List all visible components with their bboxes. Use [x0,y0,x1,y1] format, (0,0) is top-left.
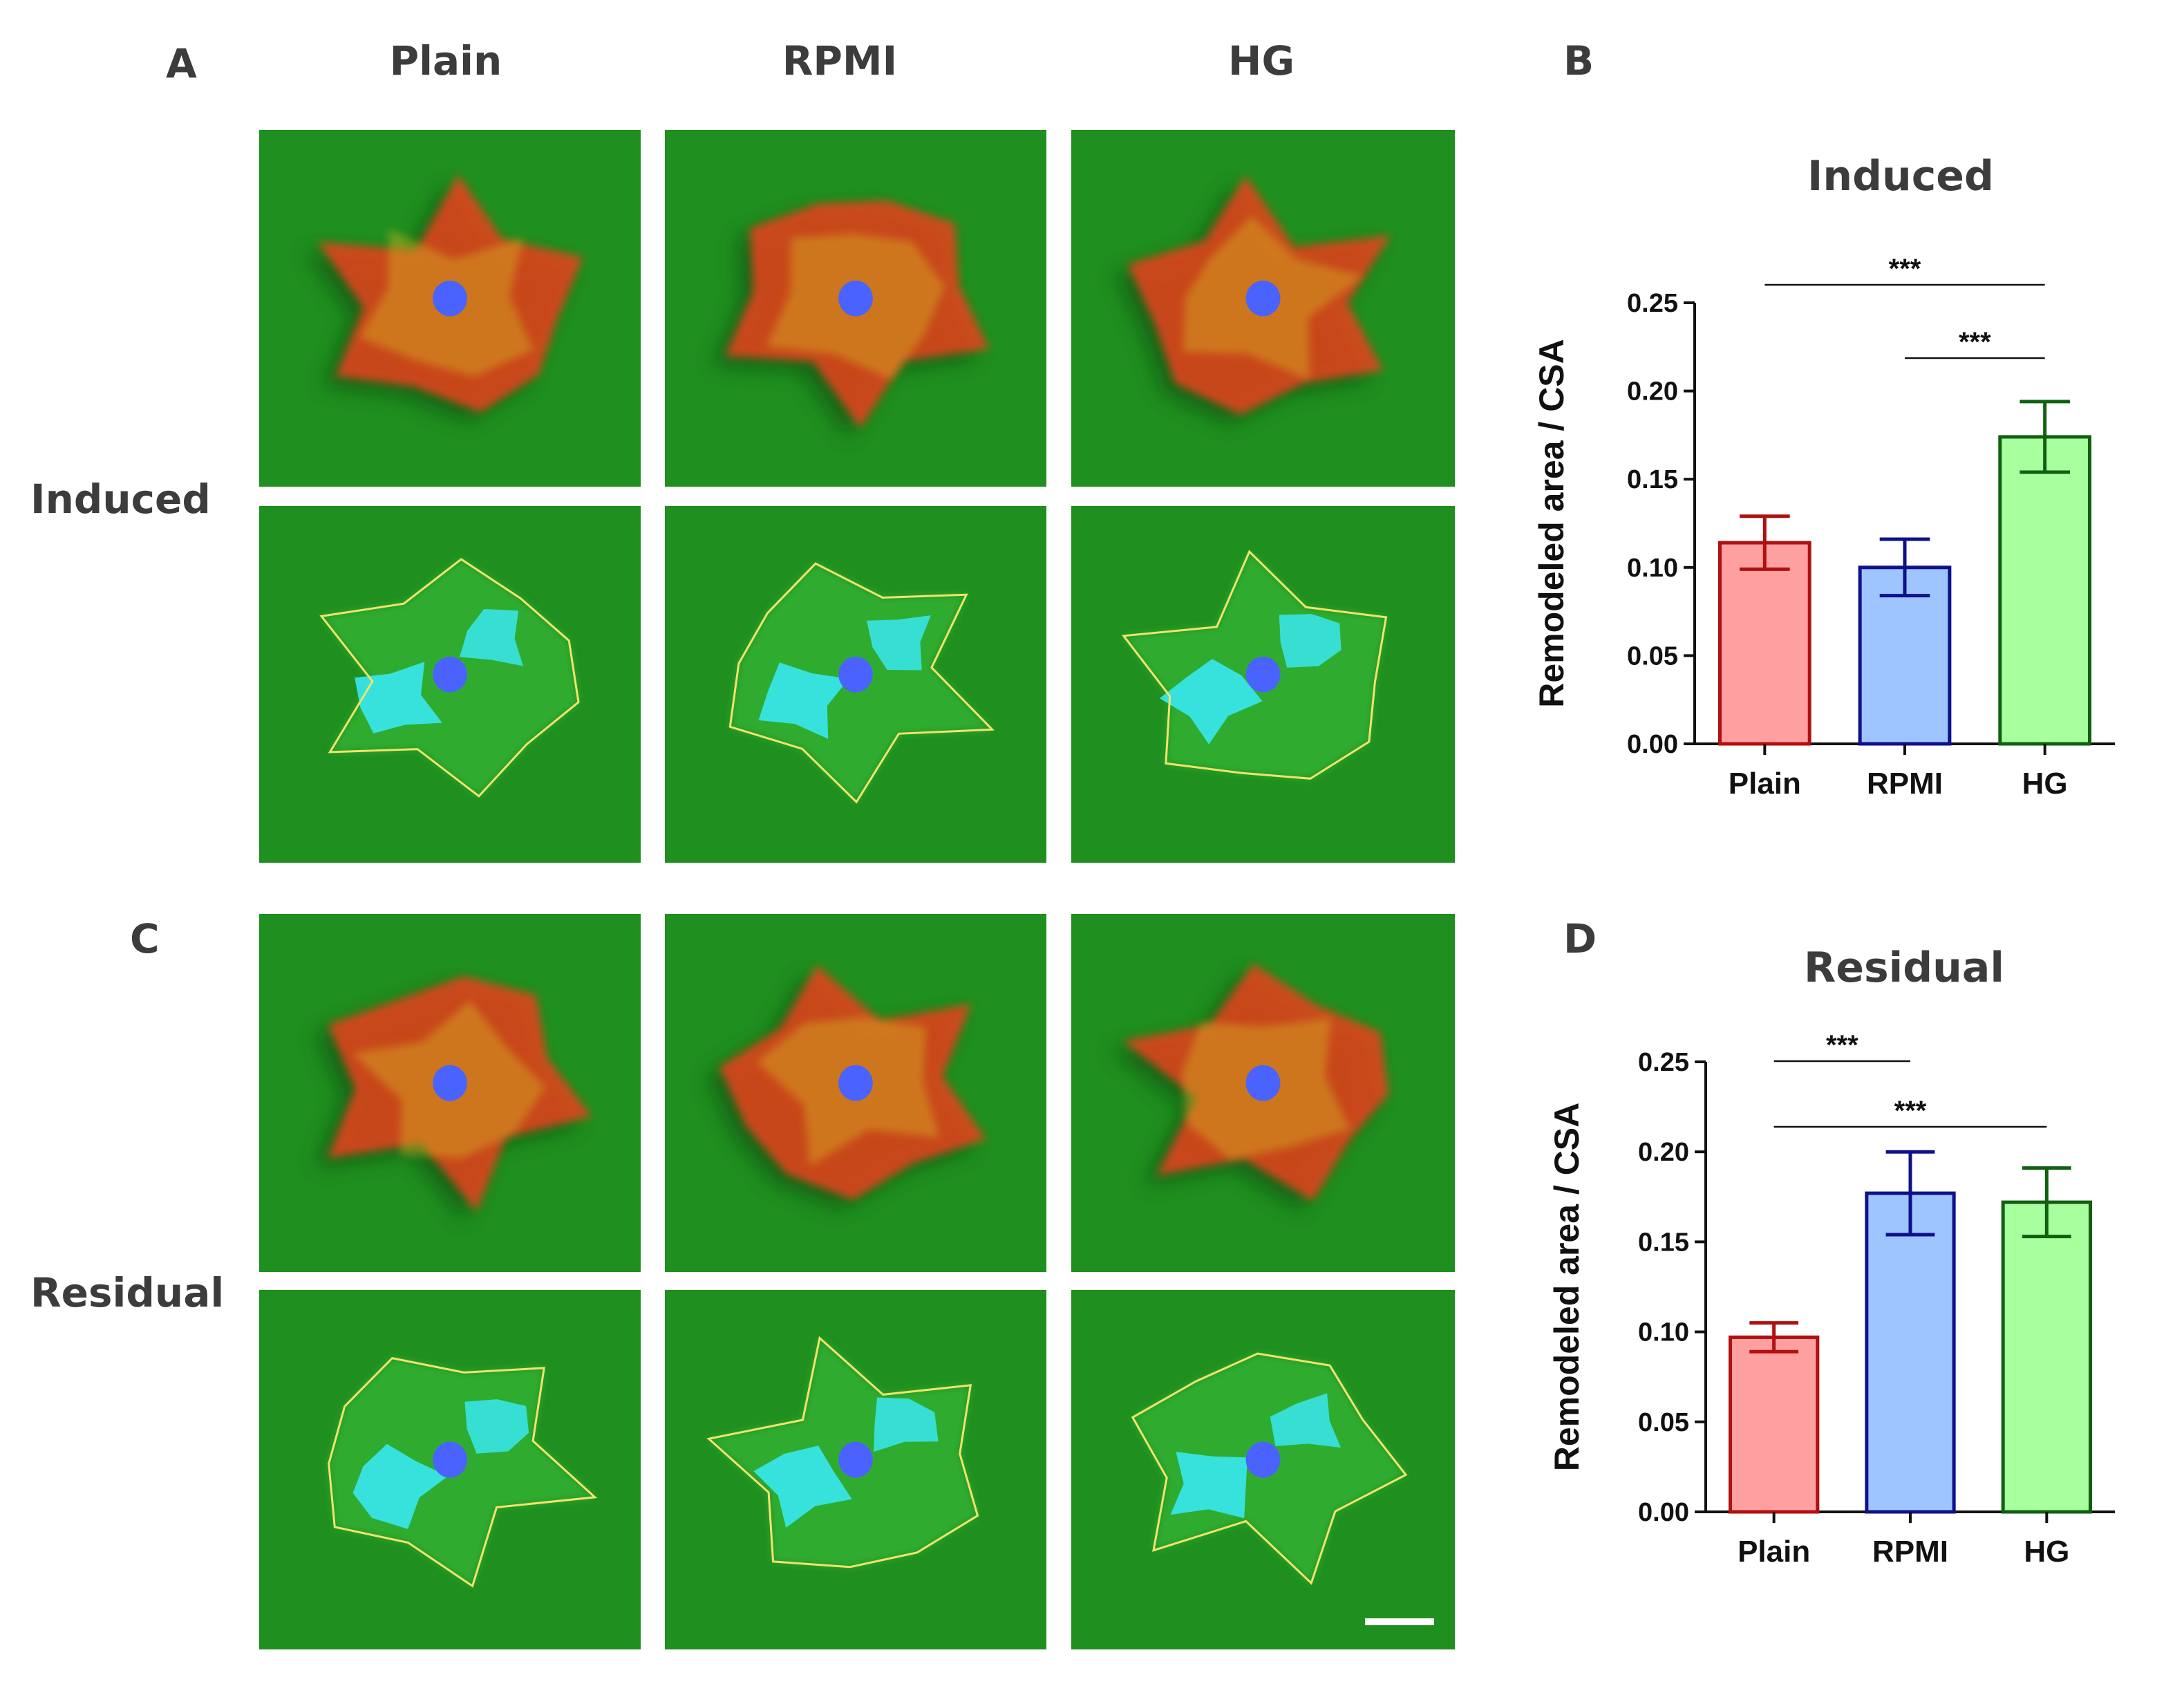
y-tick-label: 0.05 [1627,642,1678,671]
y-axis-label: Remodeled area / CSA [1547,1103,1586,1472]
micrograph-residual-stained-rpmi [665,914,1046,1272]
row-header-induced: Induced [30,476,211,523]
chart-title: Residual [1804,944,2004,992]
micrograph-induced-stained-hg [1071,130,1455,487]
micrograph-residual-stained-plain [259,914,641,1272]
micrograph-residual-outlined-rpmi [665,1290,1046,1649]
scale-bar [1365,1618,1434,1625]
bar-rpmi [1865,1191,1956,1514]
bar-plain [1717,541,1811,746]
y-tick-label: 0.20 [1627,377,1678,406]
bar-hg [2001,1200,2092,1514]
micrograph-induced-outlined-hg [1071,506,1455,863]
y-tick-label: 0.25 [1627,289,1678,318]
chart-title: Induced [1807,152,1994,200]
micrograph-residual-outlined-plain [259,1290,641,1649]
y-tick-label: 0.10 [1638,1318,1689,1347]
micrograph-residual-stained-hg [1071,914,1455,1272]
y-tick-label: 0.10 [1627,554,1678,583]
column-header-hg: HG [1228,37,1295,84]
chart-induced: Induced Remodeled area / CSA 0.00 0.05 0.10 0… [1532,152,2115,801]
significance-label: *** [1894,1096,1927,1126]
panel-label-b: B [1563,37,1594,84]
micrograph-induced-outlined-rpmi [665,506,1046,863]
y-tick-label: 0.00 [1638,1498,1689,1527]
column-header-plain: Plain [390,37,502,84]
y-axis-label: Remodeled area / CSA [1532,339,1571,708]
micrograph-induced-stained-rpmi [665,130,1046,487]
y-tick-label: 0.25 [1638,1048,1689,1077]
panel-label-d: D [1563,915,1597,962]
chart-residual: Residual Remodeled area / CSA 0.00 0.05 0.10… [1547,944,2115,1569]
x-tick-label-rpmi: RPMI [1867,767,1943,801]
micrograph-residual-outlined-hg [1071,1290,1455,1649]
micrograph-induced-stained-plain [259,130,641,487]
micrograph-grid [259,130,1455,1649]
y-tick-label: 0.15 [1627,465,1678,494]
x-tick-label-plain: Plain [1738,1535,1810,1569]
micrograph-induced-outlined-plain [259,506,641,863]
x-tick-label-rpmi: RPMI [1872,1535,1948,1569]
x-tick-label-hg: HG [2024,1535,2069,1569]
y-tick-label: 0.00 [1627,730,1678,759]
column-header-rpmi: RPMI [782,37,897,84]
x-tick-label-hg: HG [2022,767,2068,801]
significance-label: *** [1889,254,1921,284]
x-tick-label-plain: Plain [1729,767,1801,801]
bar-plain [1729,1335,1820,1514]
y-tick-label: 0.05 [1638,1408,1689,1437]
significance-label: *** [1959,327,1991,357]
significance-label: *** [1826,1030,1858,1060]
bar-hg [1998,435,2092,746]
y-tick-label: 0.20 [1638,1138,1689,1167]
row-header-residual: Residual [30,1269,224,1316]
y-tick-label: 0.15 [1638,1228,1689,1257]
panel-label-a: A [166,40,197,87]
panel-label-c: C [130,915,160,962]
